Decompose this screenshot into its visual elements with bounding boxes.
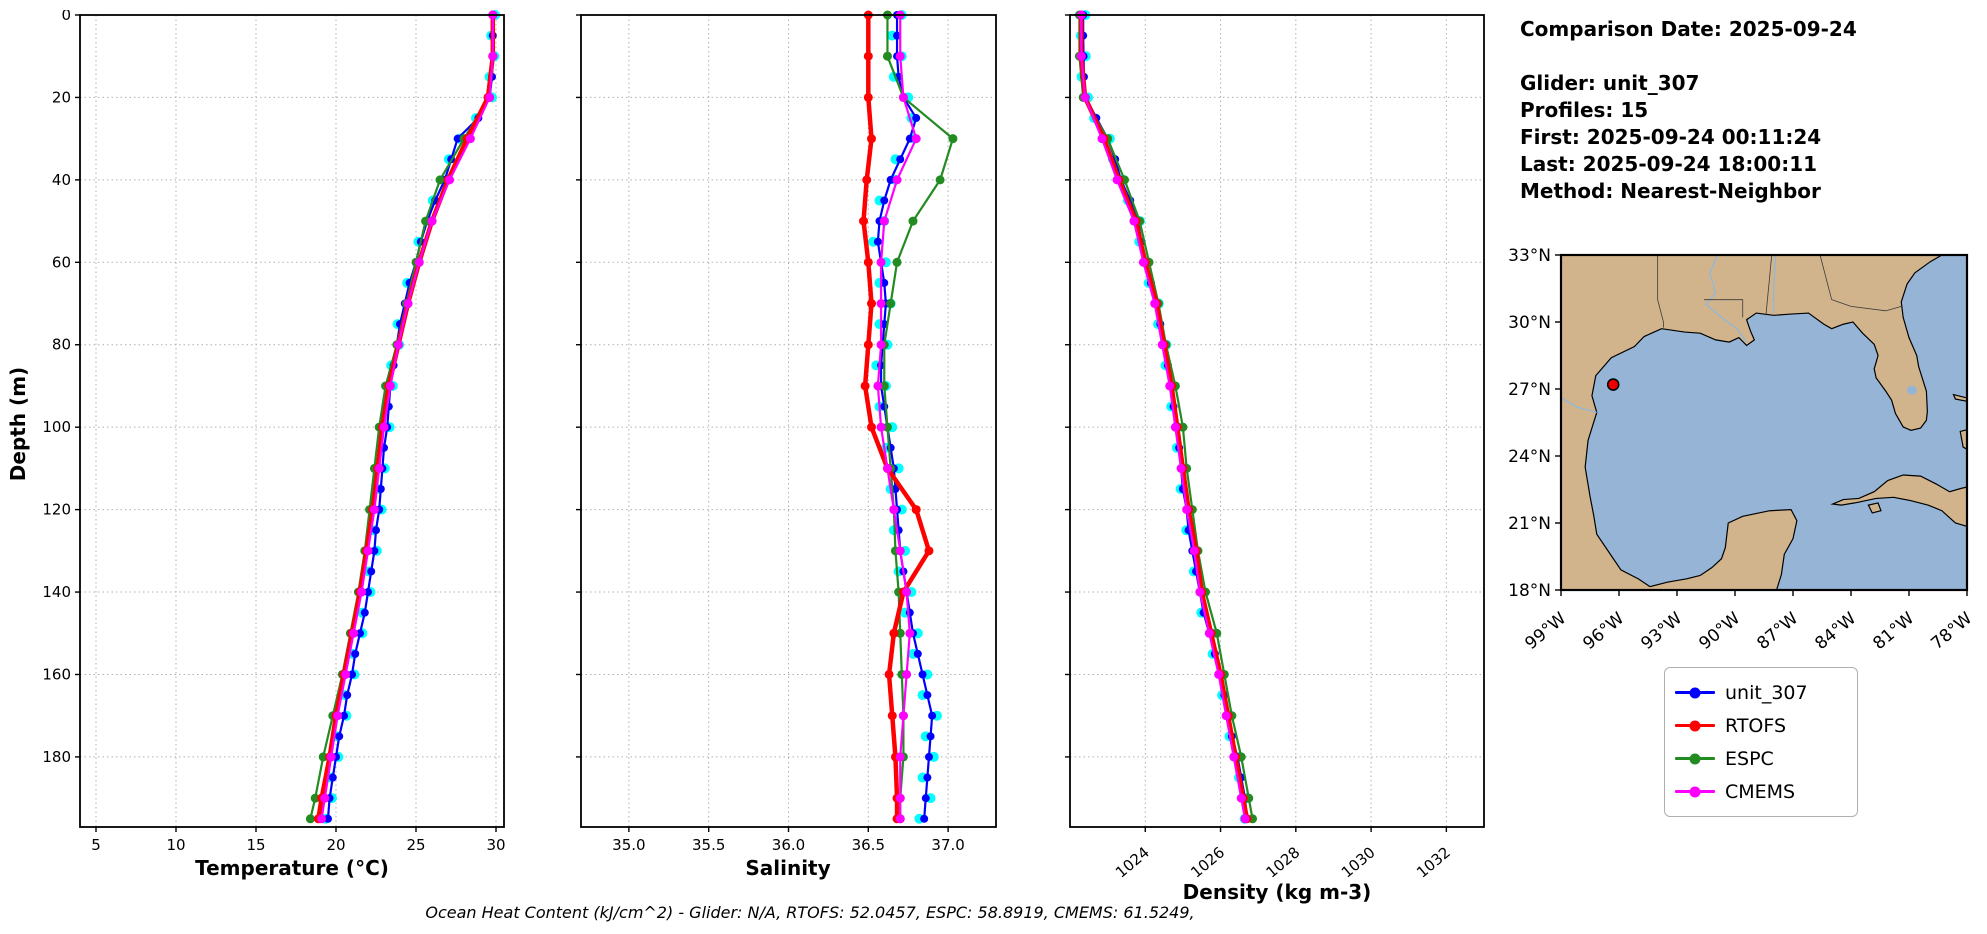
legend-entry-rtofs: RTOFS xyxy=(1675,709,1851,742)
svg-text:37.0: 37.0 xyxy=(931,836,964,854)
glider-name-text: Glider: unit_307 xyxy=(1520,71,1700,95)
legend-entry-espc: ESPC xyxy=(1675,742,1851,775)
method-text: Method: Nearest-Neighbor xyxy=(1520,179,1821,203)
info-spacer xyxy=(1520,43,1857,70)
svg-text:1030: 1030 xyxy=(1338,843,1379,881)
last-profile-time-text: Last: 2025-09-24 18:00:11 xyxy=(1520,152,1818,176)
legend-marker-icon xyxy=(1689,786,1701,797)
svg-text:99°W: 99°W xyxy=(1521,608,1570,654)
legend-label: RTOFS xyxy=(1725,714,1787,737)
temperature-axis-title: Temperature (°C) xyxy=(195,856,389,880)
legend-line-sample xyxy=(1675,786,1715,797)
svg-text:18°N: 18°N xyxy=(1508,581,1551,601)
svg-text:15: 15 xyxy=(246,836,265,854)
svg-text:1028: 1028 xyxy=(1263,843,1304,881)
svg-text:30: 30 xyxy=(486,836,505,854)
svg-text:0: 0 xyxy=(61,10,71,24)
svg-text:20: 20 xyxy=(326,836,345,854)
legend-marker-icon xyxy=(1689,687,1701,698)
svg-text:40: 40 xyxy=(52,171,71,189)
svg-text:81°W: 81°W xyxy=(1869,608,1918,654)
legend-line-sample xyxy=(1675,720,1715,731)
svg-text:36.0: 36.0 xyxy=(772,836,805,854)
svg-text:160: 160 xyxy=(42,665,71,683)
density-axis-title: Density (kg m-3) xyxy=(1182,880,1372,904)
svg-text:80: 80 xyxy=(52,336,71,354)
legend-label: unit_307 xyxy=(1725,681,1808,704)
svg-text:21°N: 21°N xyxy=(1508,514,1551,534)
svg-text:36.5: 36.5 xyxy=(852,836,885,854)
legend: unit_307 RTOFS ESPC CMEMS xyxy=(1664,667,1858,817)
svg-text:5: 5 xyxy=(91,836,101,854)
svg-text:60: 60 xyxy=(52,253,71,271)
svg-text:100: 100 xyxy=(42,418,71,436)
legend-entry-unit307: unit_307 xyxy=(1675,676,1851,709)
density-profile-panel: 1024 1026 1028 1030 1032 xyxy=(1065,10,1485,882)
svg-text:35.5: 35.5 xyxy=(692,836,725,854)
gulf-of-mexico-map: 33°N 30°N 27°N 24°N 21°N 18°N 99°W 96°W 93°W 90°W… xyxy=(1508,246,1976,654)
salinity-profile-panel: 35.0 35.5 36.0 36.5 37.0 xyxy=(576,10,997,854)
legend-entry-cmems: CMEMS xyxy=(1675,775,1851,808)
svg-text:35.0: 35.0 xyxy=(612,836,645,854)
svg-text:120: 120 xyxy=(42,501,71,519)
legend-label: ESPC xyxy=(1725,747,1774,770)
profiles-count-text: Profiles: 15 xyxy=(1520,98,1649,122)
svg-text:140: 140 xyxy=(42,583,71,601)
svg-text:78°W: 78°W xyxy=(1927,608,1976,654)
y-axis-label: Depth (m) xyxy=(6,366,30,482)
first-profile-time-text: First: 2025-09-24 00:11:24 xyxy=(1520,125,1822,149)
svg-text:10: 10 xyxy=(166,836,185,854)
svg-text:20: 20 xyxy=(52,88,71,106)
svg-text:1032: 1032 xyxy=(1413,843,1454,881)
salinity-axis-title: Salinity xyxy=(745,856,831,880)
svg-text:25: 25 xyxy=(406,836,425,854)
svg-text:1026: 1026 xyxy=(1187,843,1228,881)
svg-text:180: 180 xyxy=(42,748,71,766)
svg-text:27°N: 27°N xyxy=(1508,380,1551,400)
svg-text:24°N: 24°N xyxy=(1508,447,1551,467)
legend-marker-icon xyxy=(1689,720,1701,731)
ocean-heat-content-caption: Ocean Heat Content (kJ/cm^2) - Glider: N… xyxy=(425,903,1195,922)
legend-label: CMEMS xyxy=(1725,780,1796,803)
legend-line-sample xyxy=(1675,753,1715,764)
svg-text:96°W: 96°W xyxy=(1579,608,1628,654)
svg-text:87°W: 87°W xyxy=(1753,608,1802,654)
comparison-info-block: Comparison Date: 2025-09-24 Glider: unit… xyxy=(1520,16,1857,205)
legend-marker-icon xyxy=(1689,753,1701,764)
svg-text:1024: 1024 xyxy=(1112,843,1153,881)
svg-text:33°N: 33°N xyxy=(1508,246,1551,266)
svg-text:84°W: 84°W xyxy=(1811,608,1860,654)
legend-line-sample xyxy=(1675,687,1715,698)
comparison-date-text: Comparison Date: 2025-09-24 xyxy=(1520,17,1857,41)
svg-text:93°W: 93°W xyxy=(1637,608,1686,654)
temperature-profile-panel: 5 10 15 20 25 30 0 20 40 60 80 100 120 140 160 180 xyxy=(42,10,506,854)
svg-text:90°W: 90°W xyxy=(1695,608,1744,654)
svg-text:30°N: 30°N xyxy=(1508,313,1551,333)
